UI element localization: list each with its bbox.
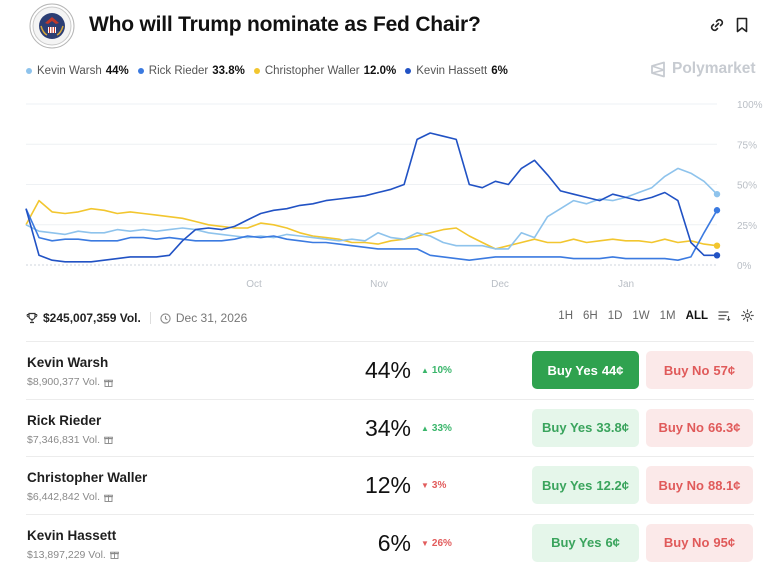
series-line [25,132,717,263]
outcome-row[interactable]: Rick Rieder $7,346,831 Vol. 34% ▲ 33% Buy Yes… [26,398,754,457]
legend-color-dot [26,68,32,74]
chance-percent: 34% [364,414,411,441]
legend-item[interactable]: Christopher Waller 12.0% [253,65,397,77]
link-icon[interactable] [708,16,726,34]
legend-color-dot [253,68,260,74]
legend-item[interactable]: Kevin Warsh 44% [26,65,129,77]
settings-gear-icon[interactable] [741,309,754,322]
bookmark-icon[interactable] [733,16,751,34]
end-date: Dec 31, 2026 [160,311,247,325]
time-range-selector: 1H 6H 1D 1W 1M ALL [548,309,754,322]
buy-no-button[interactable]: Buy No 88.1¢ [646,466,753,504]
page-title: Who will Trump nominate as Fed Chair? [89,13,481,36]
gift-icon [104,379,113,387]
gift-icon [109,551,119,559]
change-indicator: ▲ 10% [421,365,452,376]
series-line [25,208,718,261]
divider [149,312,151,324]
legend-name: Kevin Warsh [37,65,102,77]
federal-reserve-seal-icon [29,3,75,49]
legend-percent: 6% [491,65,508,77]
buy-no-button[interactable]: Buy No 66.3¢ [646,408,753,447]
candidate-name: Rick Rieder [27,412,102,428]
y-tick-label: 100% [737,100,763,111]
outcomes-list: Kevin Warsh $8,900,377 Vol. 44% ▲ 10% Buy Yes… [26,341,754,571]
x-tick-label: Nov [370,279,388,290]
outcome-row[interactable]: Kevin Warsh $8,900,377 Vol. 44% ▲ 10% Buy Yes… [26,341,754,399]
range-all[interactable]: ALL [685,309,708,322]
y-tick-label: 75% [737,140,757,151]
change-indicator: ▲ 33% [421,422,452,434]
change-indicator: ▼ 3% [421,480,447,491]
change-indicator: ▼ 26% [421,537,452,549]
buy-yes-button[interactable]: Buy Yes 33.8¢ [532,408,639,447]
buy-no-button[interactable]: Buy No 57¢ [646,351,753,389]
series-line [25,167,718,250]
chance-percent: 12% [364,472,411,498]
y-tick-label: 25% [737,221,757,232]
x-tick-label: Oct [246,279,262,290]
market-stats-bar: $245,007,359 Vol. Dec 31, 2026 1H 6H 1D 1W 1… [26,309,754,327]
range-1m[interactable]: 1M [659,309,676,322]
range-6h[interactable]: 6H [583,309,598,322]
candidate-volume: $8,900,377 Vol. [27,376,113,388]
legend-item[interactable]: Kevin Hassett 6% [405,65,508,77]
polymarket-logo-icon [651,61,665,77]
gift-icon [104,436,113,444]
series-endpoint [713,242,721,249]
buy-yes-button[interactable]: Buy Yes 6¢ [532,523,639,562]
series-endpoint [713,207,721,214]
series-endpoint [713,190,721,198]
series-endpoint [713,252,721,259]
x-tick-label: Dec [491,279,509,290]
filter-list-icon[interactable] [718,309,731,322]
y-tick-label: 50% [737,181,757,192]
triangle-up-icon: ▲ [421,423,429,433]
polymarket-brand: Polymarket [650,60,756,78]
buy-yes-button[interactable]: Buy Yes 44¢ [532,351,639,389]
chance-percent: 44% [364,357,411,383]
outcome-row[interactable]: Christopher Waller $6,442,842 Vol. 12% ▼ 3% B… [26,456,754,514]
legend-percent: 33.8% [212,65,245,77]
total-volume: $245,007,359 Vol. [26,311,141,325]
trophy-icon [26,312,38,324]
legend-percent: 12.0% [363,65,397,77]
candidate-name: Kevin Hassett [27,527,117,543]
buy-yes-button[interactable]: Buy Yes 12.2¢ [532,466,639,504]
range-1d[interactable]: 1D [607,309,623,322]
buy-no-button[interactable]: Buy No 95¢ [646,523,753,562]
candidate-name: Kevin Warsh [27,355,109,370]
brand-name: Polymarket [672,60,756,77]
legend-name: Kevin Hassett [416,65,488,77]
price-history-chart[interactable]: 100% 75% 50% 25% 0% Oct Nov Dec Jan [0,95,768,295]
y-tick-label: 0% [737,261,752,272]
triangle-up-icon: ▲ [421,366,429,375]
range-1h[interactable]: 1H [558,309,573,322]
chart-legend: Kevin Warsh 44% Rick Rieder 33.8% Christophe… [26,63,517,79]
gift-icon [104,494,113,502]
legend-name: Christopher Waller [264,65,360,77]
triangle-down-icon: ▼ [421,481,429,490]
candidate-volume: $7,346,831 Vol. [27,434,113,446]
range-1w[interactable]: 1W [632,309,650,322]
outcome-row[interactable]: Kevin Hassett $13,897,229 Vol. 6% ▼ 26% Buy Y… [26,513,754,572]
legend-item[interactable]: Rick Rieder 33.8% [137,65,245,77]
clock-icon [160,312,171,324]
x-tick-label: Jan [618,279,634,290]
legend-percent: 44% [105,65,129,77]
candidate-volume: $13,897,229 Vol. [27,549,119,561]
series-line [25,199,718,250]
legend-name: Rick Rieder [148,65,209,77]
legend-color-dot [405,68,412,74]
legend-color-dot [137,68,144,74]
candidate-volume: $6,442,842 Vol. [27,491,113,503]
chance-percent: 6% [377,529,411,556]
header: Who will Trump nominate as Fed Chair? [26,2,756,52]
candidate-name: Christopher Waller [27,470,148,485]
triangle-down-icon: ▼ [421,538,429,548]
